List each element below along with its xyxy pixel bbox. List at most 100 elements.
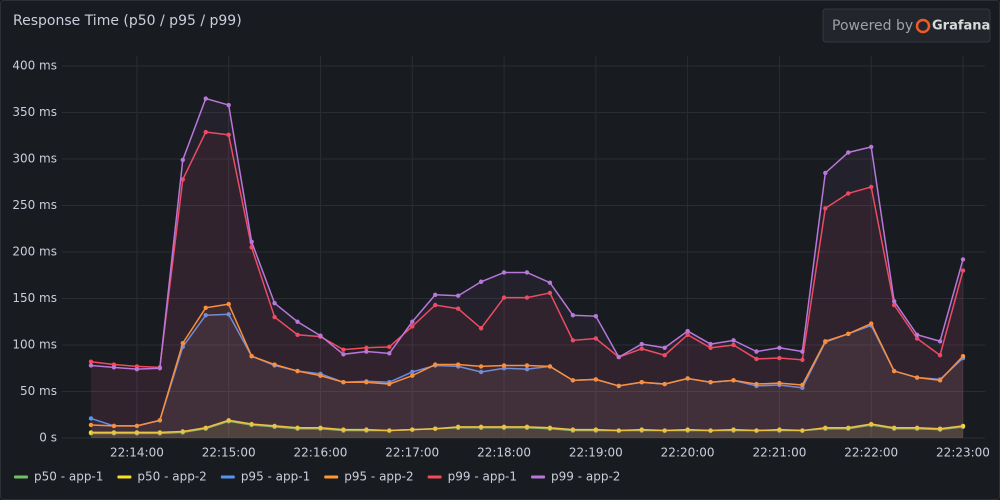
data-point [180,429,185,434]
data-point [823,425,828,430]
data-point [478,279,484,284]
legend-swatch [14,475,28,479]
badge[interactable] [822,8,991,43]
grafana-logo [915,18,931,34]
data-point [433,292,438,297]
data-point [800,428,805,433]
data-point [914,336,920,341]
y-tick-label: 100 ms [12,338,57,352]
data-point [731,427,736,432]
legend-swatch [324,475,339,479]
x-tick-label: 22:22:00 [844,446,898,460]
data-point [272,300,277,306]
data-point [570,313,576,318]
legend-swatch [220,475,235,479]
data-point [226,418,231,423]
data-point [639,380,644,385]
data-point [433,302,438,308]
data-point [960,423,966,429]
x-tick-label: 22:18:00 [477,446,531,460]
data-point [455,424,461,430]
x-tick-label: 22:23:00 [936,446,990,460]
data-point [524,295,530,300]
data-point [410,319,415,324]
data-point [203,96,208,101]
data-point [800,357,805,363]
data-point [295,368,300,374]
series-area [91,420,963,438]
y-tick-label: 250 ms [12,198,57,212]
data-point [662,381,667,387]
data-point [387,344,392,350]
data-point [891,368,897,374]
data-point [846,425,851,430]
y-tick-label: 0 s [39,431,57,445]
data-point [754,349,759,354]
data-point [731,378,736,383]
data-point [869,321,874,326]
data-point [937,353,943,358]
data-point [387,351,392,356]
data-point [318,333,323,338]
y-tick-label: 200 ms [12,245,57,259]
data-point [501,424,507,430]
data-point [708,345,713,350]
data-point [295,425,300,430]
data-point [226,102,231,108]
x-tick-label: 22:16:00 [294,446,348,460]
legend-swatch [117,475,132,479]
data-point [501,295,507,300]
data-point [777,355,782,361]
data-point [203,305,208,310]
data-point [524,270,530,275]
chart-title: Response Time (p50 / p95 / p99) [13,13,242,29]
data-point [662,345,667,350]
badge-prefix: Powered by [832,18,913,34]
data-point [134,366,140,372]
data-point [639,341,644,347]
data-point [455,293,461,298]
data-point [226,301,231,307]
data-point [914,375,920,380]
data-point [249,353,254,359]
data-point [754,381,759,387]
data-point [685,332,690,337]
data-point [410,324,415,329]
data-point [800,382,805,388]
y-tick-label: 350 ms [12,105,57,119]
data-point [272,423,277,429]
data-point [593,377,599,382]
data-point [88,416,94,421]
data-point [914,425,920,430]
data-point [478,326,484,331]
data-point [639,346,644,351]
data-point [455,362,461,367]
data-point [433,426,438,431]
x-tick-label: 22:21:00 [752,446,806,460]
data-point [88,422,94,428]
data-point [226,312,231,317]
data-point [547,280,553,285]
data-point [180,157,185,163]
data-point [960,353,966,359]
data-point [685,427,690,432]
data-point [341,380,346,385]
data-point [570,427,576,432]
data-point [869,184,874,190]
data-point [88,363,94,368]
y-tick-label: 50 ms [20,384,57,398]
data-point [524,366,530,372]
data-point [364,427,369,432]
data-point [272,314,277,320]
data-point [524,363,530,368]
data-point [616,383,621,389]
data-point [501,363,507,368]
data-point [364,349,369,354]
data-point [157,430,163,435]
data-point [341,427,346,432]
data-point [754,356,759,362]
data-point [570,378,576,383]
data-point [157,366,163,371]
data-point [593,313,599,319]
